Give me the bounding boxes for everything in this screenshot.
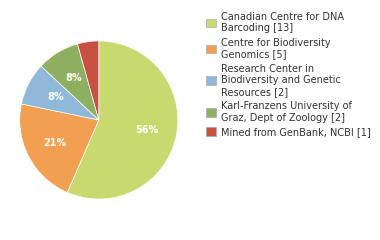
Text: 56%: 56%: [135, 125, 158, 135]
Wedge shape: [20, 104, 99, 192]
Wedge shape: [21, 66, 99, 120]
Wedge shape: [41, 44, 99, 120]
Text: 8%: 8%: [65, 73, 82, 83]
Wedge shape: [67, 41, 178, 199]
Legend: Canadian Centre for DNA
Barcoding [13], Centre for Biodiversity
Genomics [5], Re: Canadian Centre for DNA Barcoding [13], …: [204, 10, 372, 139]
Wedge shape: [78, 41, 99, 120]
Text: 21%: 21%: [44, 138, 67, 148]
Text: 8%: 8%: [47, 92, 63, 102]
